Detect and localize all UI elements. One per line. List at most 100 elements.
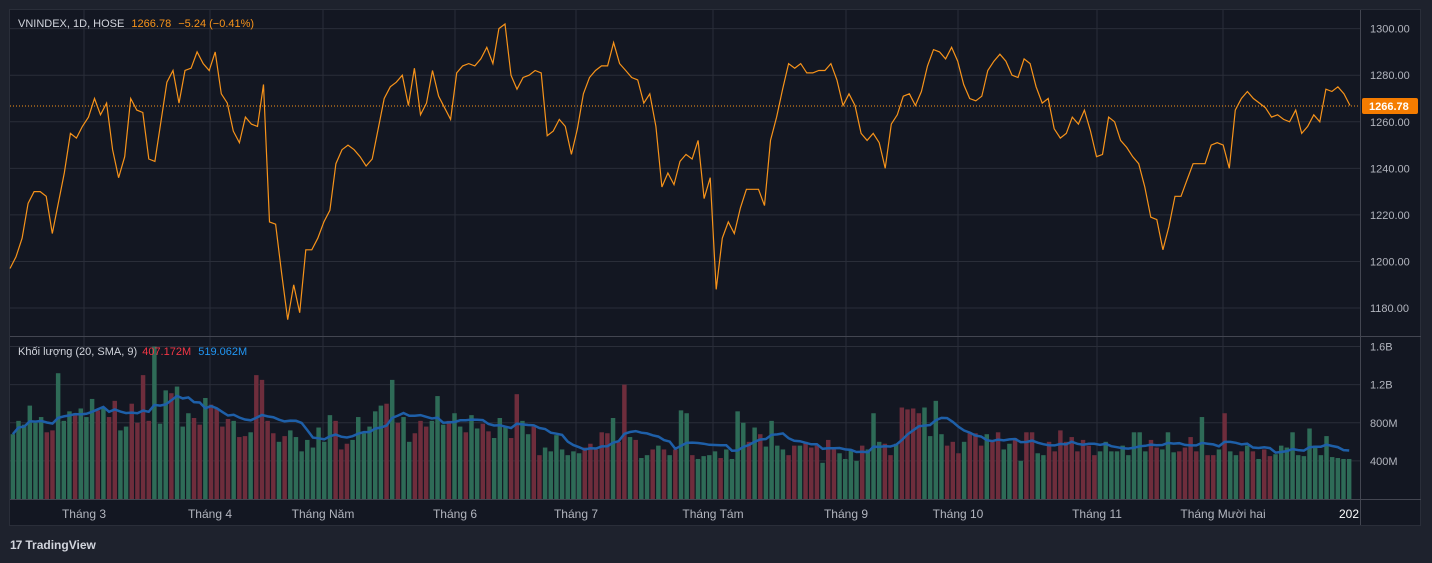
volume-bar	[135, 422, 140, 499]
volume-bar	[599, 432, 604, 499]
volume-bar	[797, 445, 803, 499]
volume-bar	[259, 379, 265, 499]
volume-bar	[1329, 457, 1335, 499]
volume-bar	[480, 423, 486, 499]
volume-bar	[1080, 439, 1086, 499]
volume-bar	[1239, 451, 1244, 499]
volume-bar	[1233, 455, 1239, 499]
volume-bar	[673, 449, 678, 499]
price-change: −5.24 (−0.41%)	[178, 18, 255, 30]
volume-bar	[1131, 432, 1137, 499]
volume-bar	[497, 418, 503, 499]
volume-bar	[1069, 437, 1074, 499]
volume-bar	[746, 441, 752, 499]
volume-bar	[695, 458, 701, 499]
last-price-tag: 1266.78	[1362, 97, 1418, 114]
volume-bar	[33, 422, 38, 499]
volume-bar	[1216, 449, 1222, 499]
volume-bar	[1222, 413, 1227, 499]
volume-bar	[350, 439, 355, 499]
time-axis-tick-label: Tháng 6	[433, 507, 477, 521]
volume-bar	[67, 411, 72, 499]
volume-bar	[984, 434, 990, 499]
price-axis-tick-label: 1300.00	[1370, 24, 1410, 36]
volume-bar	[712, 451, 718, 499]
volume-bar	[1312, 445, 1318, 499]
volume-bar	[1143, 451, 1148, 499]
price-legend[interactable]: VNINDEX, 1D, HOSE 1266.78 −5.24 (−0.41%)	[18, 18, 258, 30]
symbol-label: VNINDEX, 1D, HOSE	[18, 18, 125, 30]
volume-bar	[780, 449, 786, 499]
volume-bar	[961, 441, 967, 499]
volume-bar	[1024, 432, 1029, 499]
volume-bar	[1029, 432, 1035, 499]
volume-bar	[197, 424, 202, 499]
volume-bar	[752, 427, 757, 499]
volume-bar	[503, 426, 508, 499]
volume-bar	[582, 447, 587, 499]
volume-axis-tick-label: 1.6B	[1370, 342, 1393, 354]
volume-bar	[537, 455, 542, 499]
volume-bar	[1262, 449, 1267, 499]
volume-bar	[129, 403, 134, 499]
volume-bar	[978, 445, 984, 499]
volume-bar	[27, 405, 33, 499]
time-axis-tick-label: Tháng 9	[824, 507, 868, 521]
volume-bar	[837, 453, 842, 499]
volume-bar	[412, 433, 418, 499]
volume-bar	[1301, 456, 1307, 499]
tradingview-brand[interactable]: 17 TradingView	[10, 538, 96, 552]
volume-bar	[237, 437, 242, 499]
volume-bar	[525, 434, 531, 499]
volume-bar	[1012, 438, 1018, 499]
volume-bar	[565, 455, 570, 499]
volume-bar	[825, 439, 831, 499]
volume-bar	[995, 432, 1001, 499]
volume-bar	[1245, 445, 1250, 499]
volume-bar	[927, 436, 933, 499]
volume-bar	[389, 379, 395, 499]
volume-bar	[1250, 451, 1256, 499]
volume-bar	[831, 449, 837, 499]
volume-bar	[423, 426, 429, 499]
volume-bar	[1211, 455, 1216, 499]
volume-bar	[701, 456, 706, 499]
volume-bar	[248, 432, 253, 499]
volume-bar	[61, 420, 67, 499]
volume-bar	[1075, 451, 1080, 499]
volume-bar	[786, 455, 791, 499]
volume-bar	[123, 426, 129, 499]
volume-bar	[882, 443, 888, 499]
volume-legend[interactable]: Khối lượng (20, SMA, 9) 407.172M 519.062…	[18, 346, 251, 358]
volume-bar	[639, 458, 644, 499]
volume-bar	[1205, 455, 1210, 499]
volume-bar	[514, 394, 520, 499]
volume-bar	[1335, 458, 1341, 499]
last-price: 1266.78	[131, 18, 172, 30]
volume-bar	[21, 424, 27, 499]
volume-bar	[44, 432, 50, 499]
volume-bar	[967, 432, 973, 499]
volume-bar	[627, 437, 633, 499]
volume-bar	[50, 430, 55, 499]
volume-bar	[1154, 447, 1159, 499]
volume-bar	[910, 408, 916, 499]
volume-bar	[1318, 455, 1324, 499]
brand-name: TradingView	[25, 538, 96, 552]
volume-bar	[1041, 455, 1046, 499]
volume-bar	[520, 420, 525, 499]
volume-bar	[1194, 451, 1199, 499]
volume-bar	[622, 384, 627, 499]
volume-bar	[72, 413, 78, 499]
volume-bar	[95, 410, 100, 499]
volume-bar	[401, 417, 406, 499]
volume-bar	[288, 430, 293, 499]
volume-bar	[1018, 460, 1023, 499]
volume-bar	[775, 445, 780, 499]
volume-bar	[208, 404, 214, 499]
last-price-tag-label: 1266.78	[1369, 101, 1409, 113]
volume-bar	[842, 458, 848, 499]
volume-bar	[973, 433, 978, 499]
volume-bar	[1290, 432, 1295, 499]
